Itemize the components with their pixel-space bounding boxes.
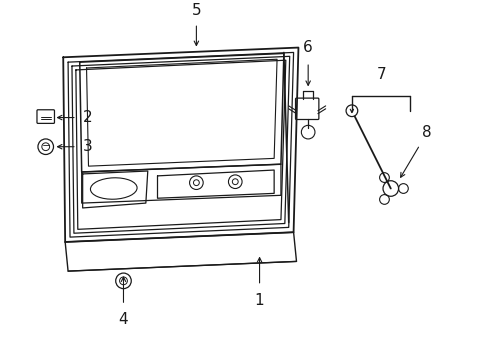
Text: 1: 1: [254, 293, 264, 307]
Text: 5: 5: [191, 3, 201, 18]
Text: 7: 7: [375, 67, 385, 82]
Text: 4: 4: [119, 312, 128, 327]
Text: 6: 6: [303, 40, 312, 55]
Text: 3: 3: [82, 139, 92, 154]
Text: 2: 2: [82, 110, 92, 125]
Text: 8: 8: [421, 125, 430, 140]
